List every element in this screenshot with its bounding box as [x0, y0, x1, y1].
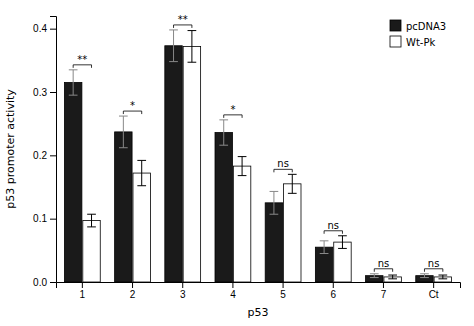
error-bar: [219, 120, 228, 145]
x-tick-mark: [182, 282, 183, 288]
significance-label: **: [178, 14, 188, 25]
bar: [83, 221, 100, 282]
chart: 0.00.10.20.30.41234567Ct******nsnsnsnsp5…: [0, 0, 474, 326]
error-bar: [338, 236, 347, 249]
significance-bracket: [424, 269, 442, 272]
legend-item: pcDNA3: [390, 20, 446, 32]
significance-bracket: [123, 111, 141, 114]
error-bar: [288, 174, 297, 193]
x-axis-line: [57, 283, 461, 289]
y-tick: 0.4: [33, 23, 56, 34]
y-tick-mark: [50, 92, 56, 93]
x-tick-mark: [433, 282, 434, 288]
significance-label: ns: [327, 220, 339, 231]
error-bar: [188, 31, 197, 63]
x-tick: 2: [130, 282, 136, 300]
legend-swatch: [390, 20, 401, 31]
bar: [115, 132, 132, 282]
x-tick-label: 4: [230, 289, 236, 300]
x-tick-label: 6: [330, 289, 336, 300]
significance-bracket: [324, 231, 342, 234]
error-bar: [438, 275, 447, 279]
error-bar: [69, 70, 78, 95]
y-tick: 0.2: [33, 150, 56, 161]
x-tick-mark: [333, 282, 334, 288]
annotations: ******nsnsnsns: [73, 14, 443, 272]
error-bar: [388, 275, 397, 279]
x-tick: 6: [330, 282, 336, 300]
x-tick: 5: [280, 282, 286, 300]
x-tick-mark: [132, 282, 133, 288]
y-tick-label: 0.3: [33, 87, 47, 98]
y-tick-mark: [50, 219, 56, 220]
x-tick-label: 5: [280, 289, 286, 300]
bar: [284, 184, 301, 282]
error-bar: [420, 274, 429, 278]
y-tick-label: 0.1: [33, 213, 47, 224]
legend-label: pcDNA3: [406, 21, 446, 32]
error-bar: [320, 241, 329, 254]
y-axis-line: [50, 17, 57, 283]
plot: 0.00.10.20.30.41234567Ct******nsnsnsns: [33, 14, 460, 300]
marks: [64, 30, 451, 282]
y-tick: 0.3: [33, 87, 56, 98]
significance-label: *: [130, 100, 135, 111]
x-axis: 1 2 3 4 5 6 7 Ct: [57, 282, 461, 300]
x-tick-mark: [283, 282, 284, 288]
x-tick-mark: [232, 282, 233, 288]
x-tick-label: 3: [180, 289, 186, 300]
error-bar: [169, 30, 178, 62]
error-bar: [238, 157, 247, 176]
y-tick-label: 0.0: [33, 277, 47, 288]
x-tick: 7: [381, 282, 387, 300]
x-tick: Ct: [429, 282, 439, 300]
bar: [165, 46, 182, 282]
significance-label: ns: [378, 258, 390, 269]
significance-label: *: [230, 104, 235, 115]
y-tick: 0.0: [33, 277, 56, 288]
bar: [215, 133, 232, 282]
error-bar: [270, 191, 279, 214]
x-tick: 1: [80, 282, 86, 300]
x-tick: 4: [230, 282, 236, 300]
y-tick-label: 0.2: [33, 150, 47, 161]
significance-label: ns: [277, 158, 289, 169]
y-axis: 0.0 0.1 0.2 0.3 0.4: [33, 17, 56, 288]
significance-bracket: [374, 269, 392, 272]
x-tick-mark: [82, 282, 83, 288]
bar: [64, 83, 81, 283]
x-tick-mark: [383, 282, 384, 288]
x-tick-label: 2: [130, 289, 136, 300]
y-tick-label: 0.4: [33, 23, 47, 34]
significance-bracket: [274, 169, 292, 172]
significance-label: ns: [428, 258, 440, 269]
significance-label: **: [77, 54, 87, 65]
error-bar: [370, 274, 379, 278]
error-bar: [87, 214, 96, 227]
significance-bracket: [174, 25, 192, 28]
bar: [133, 173, 150, 282]
y-tick: 0.1: [33, 213, 56, 224]
legend: pcDNA3 Wt-Pk: [390, 20, 446, 48]
x-tick: 3: [180, 282, 186, 300]
x-tick-label: 7: [381, 289, 387, 300]
significance-bracket: [224, 115, 242, 118]
x-tick-label: Ct: [429, 289, 439, 300]
error-bar: [119, 116, 128, 148]
y-axis-title: p53 promoter activity: [4, 89, 17, 209]
y-tick-mark: [50, 29, 56, 30]
bar: [233, 166, 250, 282]
legend-item: Wt-Pk: [390, 36, 435, 48]
x-axis-title: p53: [248, 306, 269, 319]
legend-swatch: [390, 36, 401, 47]
series: [64, 30, 433, 282]
x-tick-label: 1: [80, 289, 86, 300]
bar: [183, 46, 200, 282]
y-tick-mark: [50, 155, 56, 156]
y-tick-mark: [50, 282, 56, 283]
error-bar: [137, 160, 146, 185]
significance-bracket: [73, 65, 91, 68]
legend-label: Wt-Pk: [406, 37, 435, 48]
series: [83, 31, 452, 282]
